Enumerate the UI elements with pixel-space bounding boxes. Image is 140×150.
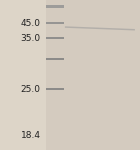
Bar bbox=[46, 88, 64, 90]
Text: 35.0: 35.0 bbox=[20, 34, 41, 43]
Bar bbox=[46, 0, 140, 150]
Bar bbox=[46, 5, 64, 8]
Text: 25.0: 25.0 bbox=[21, 85, 41, 94]
Bar bbox=[46, 37, 64, 39]
Bar bbox=[46, 22, 64, 24]
Text: 45.0: 45.0 bbox=[21, 19, 41, 28]
Text: 18.4: 18.4 bbox=[21, 130, 41, 140]
Bar bbox=[46, 58, 64, 60]
